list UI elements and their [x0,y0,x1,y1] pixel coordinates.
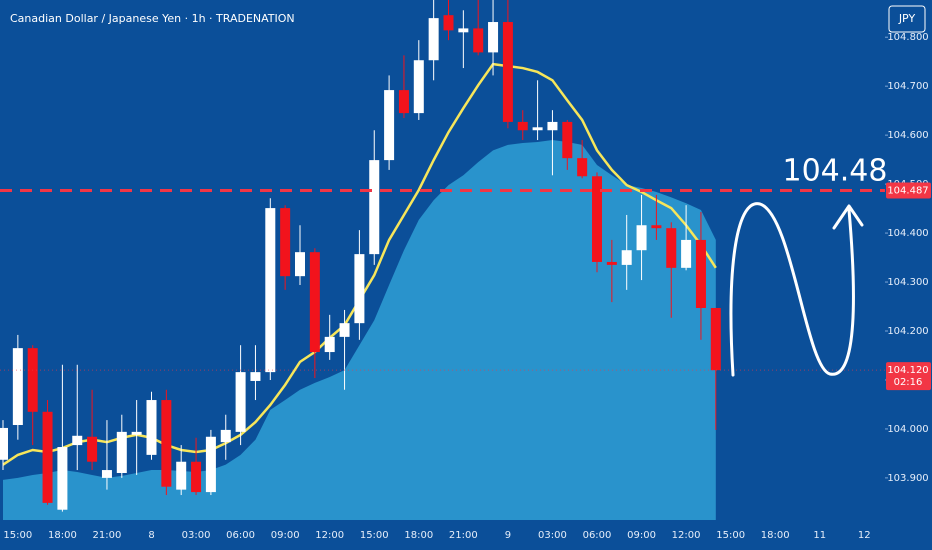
x-tick-label: 15:00 [3,530,32,541]
candle-body [146,400,157,455]
candle-body [265,208,276,373]
candle-body [116,431,127,473]
candle-body [0,427,8,460]
candle-body [502,22,513,122]
candle-body [42,411,53,503]
candle-body [606,261,617,265]
y-tick-label: 104.200 [887,326,928,337]
candle-body [354,254,365,324]
candle-body [176,461,187,490]
candle-body [369,160,380,255]
x-tick-label: 09:00 [271,530,300,541]
x-tick-label: 18:00 [404,530,433,541]
price-label-box [886,362,931,391]
y-tick-label: 104.800 [887,32,928,43]
candle-body [413,60,424,114]
candle-body [666,228,677,268]
drawn-arrowhead [832,204,864,230]
x-tick-label: 18:00 [761,530,790,541]
candle-body [517,121,528,131]
price-countdown: 02:16 [894,377,923,388]
candle-body [458,28,469,33]
candle-body [547,121,558,131]
candle-body [250,372,261,381]
candle-body [309,252,320,353]
candle-body [295,252,305,277]
candle-body [27,348,38,412]
x-tick-label: 12:00 [315,530,344,541]
y-tick-label: 104.400 [887,228,928,239]
x-tick-label: 06:00 [583,530,612,541]
overlay-area [3,140,716,520]
x-tick-label: 03:00 [182,530,211,541]
x-tick-label: 21:00 [449,530,478,541]
x-tick-label: 09:00 [627,530,656,541]
candle-body [191,461,202,493]
x-tick-label: 12:00 [672,530,701,541]
candle-body [428,18,439,61]
x-tick-label: 8 [148,530,154,541]
candle-body [443,15,454,31]
candle-body [161,400,172,487]
candle-body [695,239,706,308]
candle-body [651,225,662,229]
drawn-curve [729,202,855,377]
candle-body [532,127,543,131]
y-tick-label: 104.600 [887,130,928,141]
currency-badge[interactable] [888,5,926,33]
candle-body [72,435,83,446]
candle-body [473,28,484,53]
y-tick-label: 104.000 [887,424,928,435]
y-tick-label: 104.300 [887,277,928,288]
candle-body [577,158,588,177]
candle-body [87,436,98,462]
candle-body [488,22,499,53]
currency-label[interactable]: JPY [898,12,916,25]
candle-body [101,470,112,478]
x-tick-label: 11 [813,530,826,541]
candle-body [205,436,216,493]
x-tick-label: 03:00 [538,530,567,541]
candle-body [562,121,573,159]
x-tick-label: 18:00 [48,530,77,541]
chart-title: Canadian Dollar / Japanese Yen · 1h · TR… [10,12,295,25]
x-tick-label: 15:00 [716,530,745,541]
candle-body [57,447,68,510]
candle-body [280,208,291,277]
price-label: 104.487 [887,185,928,196]
plot-area [0,0,885,520]
x-tick-label: 15:00 [360,530,389,541]
y-tick-label: 104.700 [887,81,928,92]
candle-body [131,431,142,435]
candle-body [710,307,721,371]
price-label: 104.120 [887,365,928,376]
price-label-box [886,182,931,199]
x-tick-label: 21:00 [93,530,122,541]
candle-body [235,372,246,432]
x-tick-label: 06:00 [226,530,255,541]
candle-body [592,176,602,262]
candle-body [398,90,409,114]
candle-body [621,250,632,265]
price-axis: 103.900104.000104.100104.200104.300104.4… [3,32,931,541]
x-tick-label: 9 [505,530,511,541]
candle-body [12,348,23,426]
candle-body [636,225,647,251]
candle-body [324,336,335,353]
target-annotation: 104.48 [783,154,888,189]
candle-body [220,429,231,443]
candle-body [339,323,350,337]
y-tick-label: 103.900 [887,473,928,484]
candle-body [384,90,395,161]
x-tick-label: 12 [858,530,871,541]
candle-body [681,239,692,268]
